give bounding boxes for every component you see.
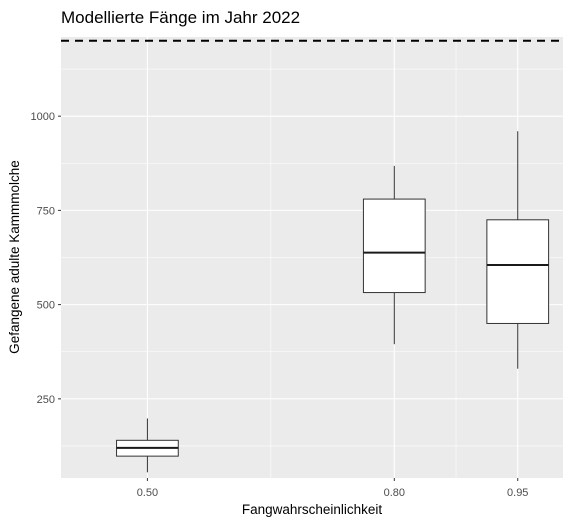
boxplot xyxy=(486,131,550,369)
box xyxy=(486,219,550,324)
y-axis-title: Gefangene adulte Kammmolche xyxy=(7,160,22,354)
x-tick-label: 0.95 xyxy=(507,487,528,499)
box xyxy=(362,198,426,294)
boxplot xyxy=(362,165,426,345)
y-tick-label: 1000 xyxy=(31,111,55,123)
boxplot xyxy=(116,418,179,473)
x-tick-label: 0.50 xyxy=(137,487,158,499)
x-axis-title: Fangwahrscheinlichkeit xyxy=(242,502,383,517)
boxplot-marks xyxy=(61,39,563,473)
tick-labels: 250 500 750 1000 0.50 0.80 0.95 xyxy=(31,111,529,499)
x-tick-label: 0.80 xyxy=(384,487,405,499)
y-tick-label: 500 xyxy=(37,300,55,312)
chart-title: Modellierte Fänge im Jahr 2022 xyxy=(61,8,300,27)
y-tick-label: 250 xyxy=(37,394,55,406)
y-tick-label: 750 xyxy=(37,205,55,217)
